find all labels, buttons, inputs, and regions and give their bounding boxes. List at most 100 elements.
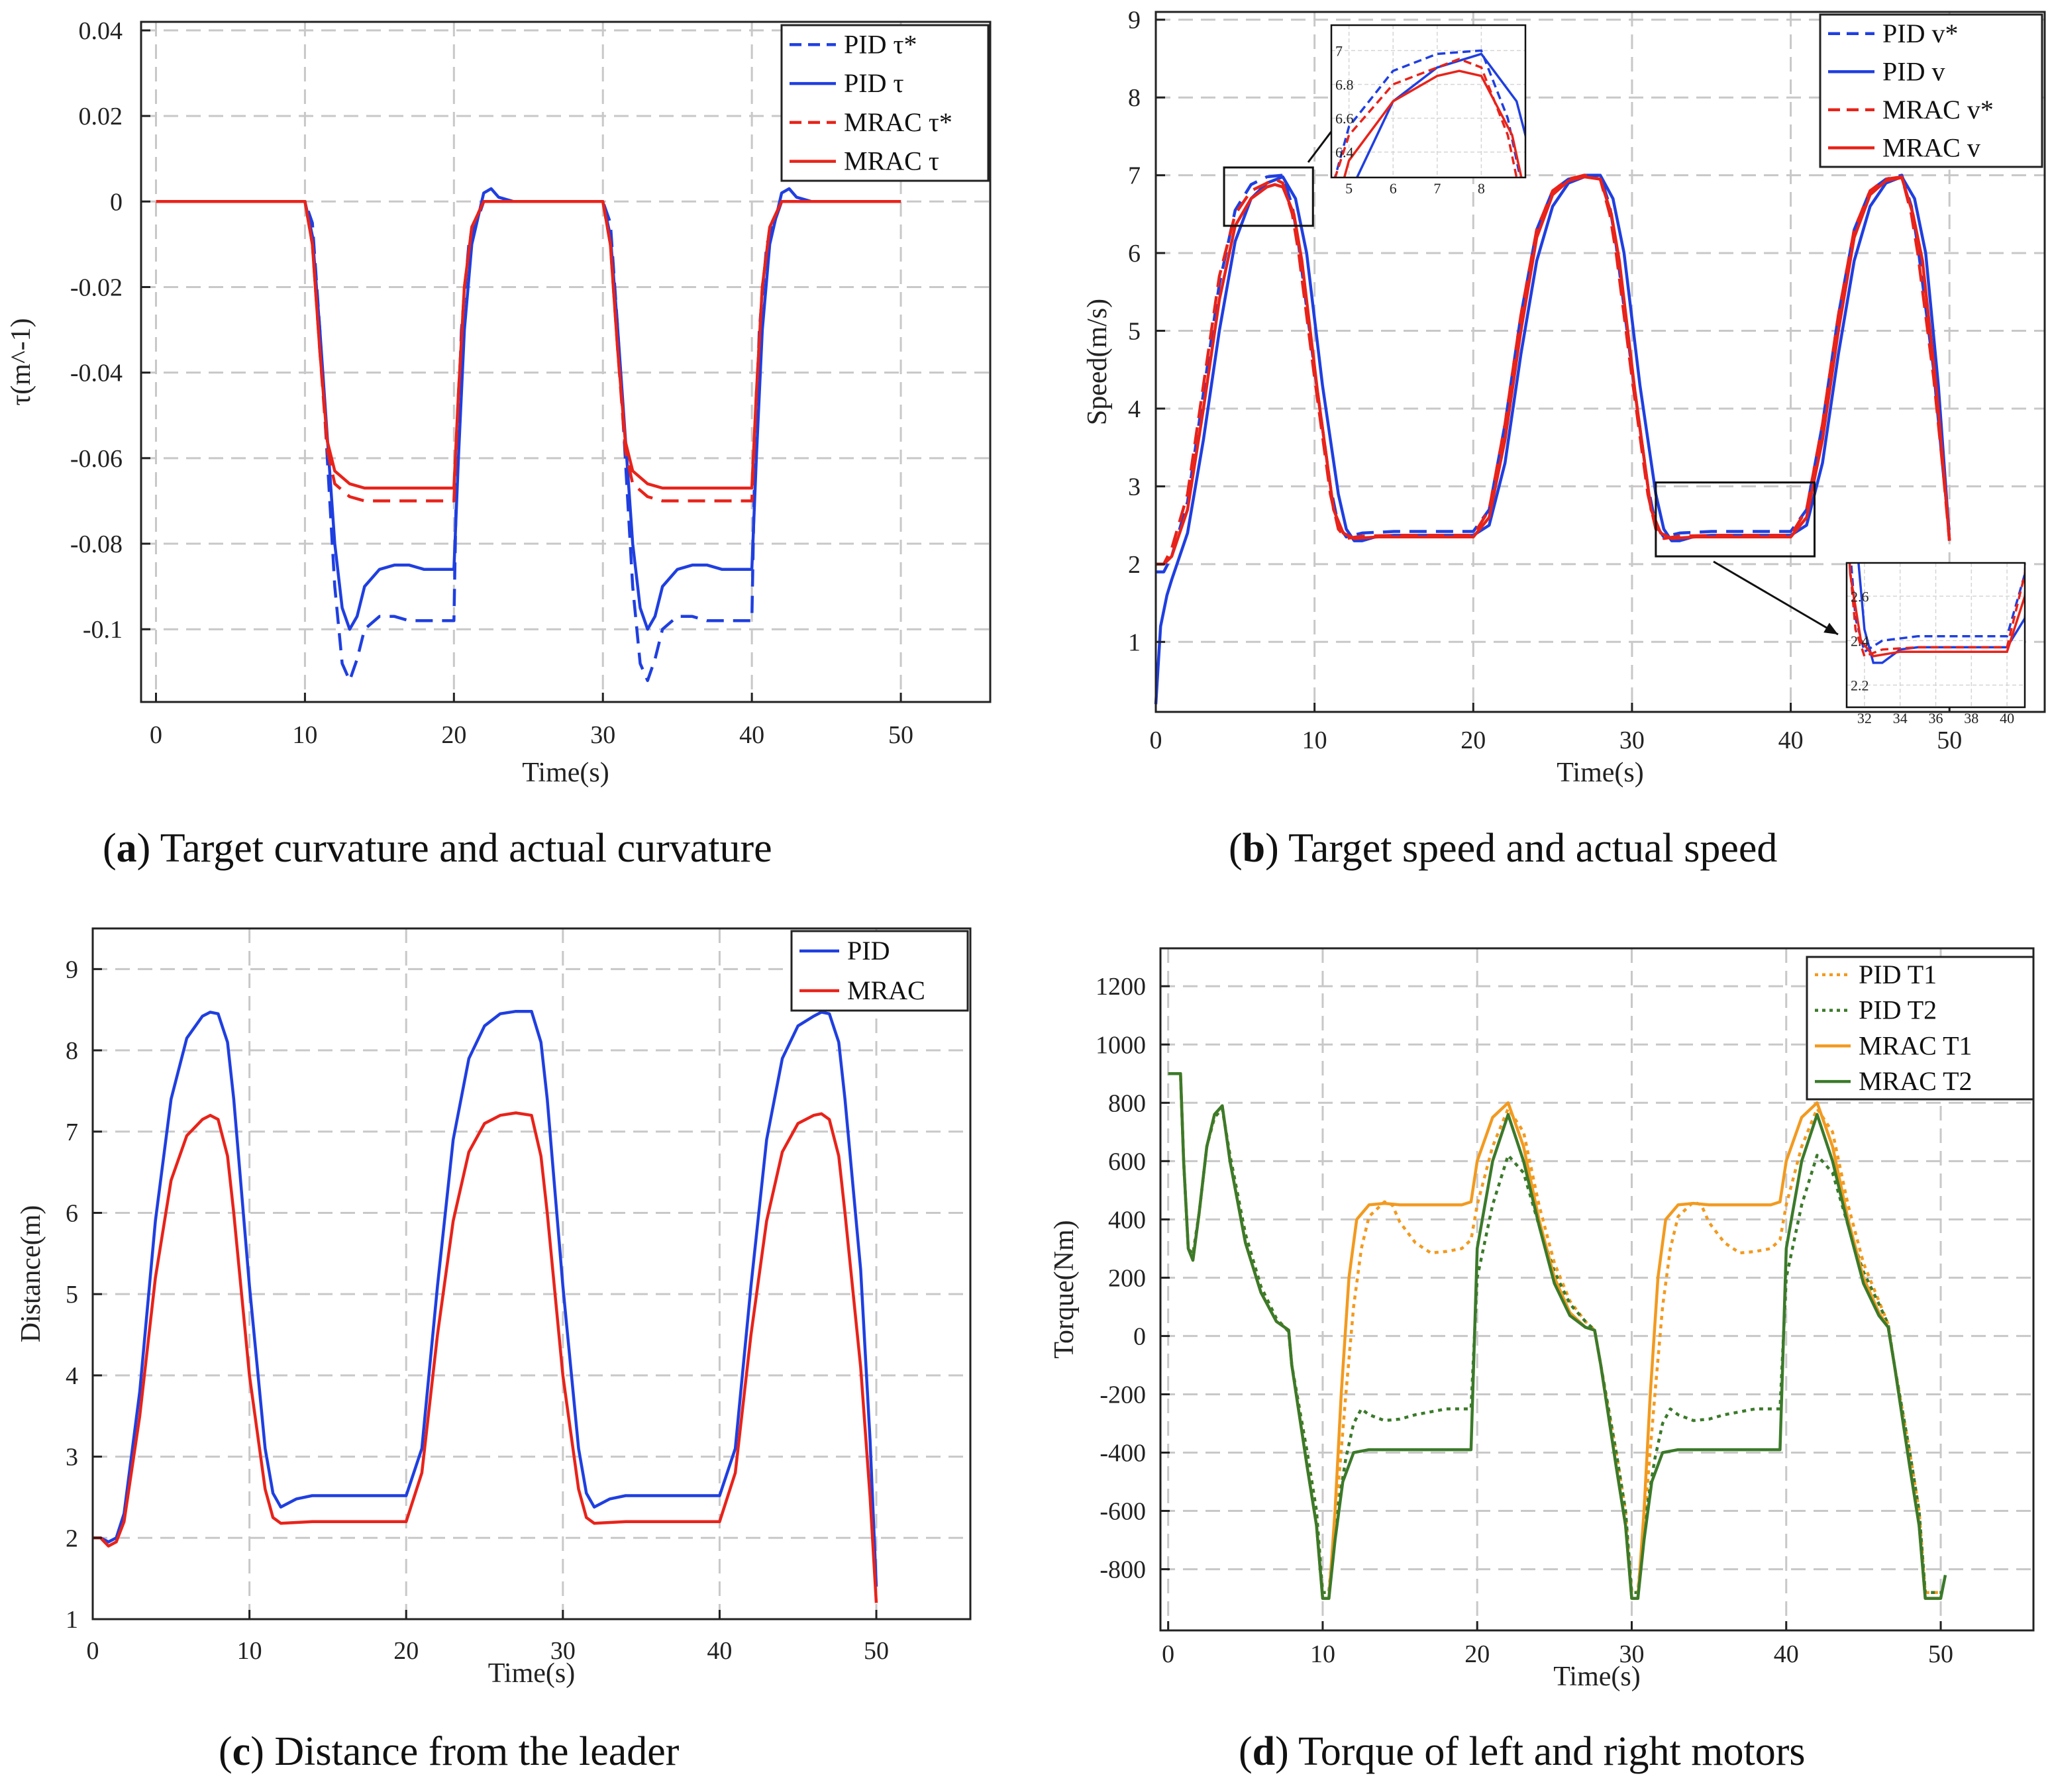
zoom-box xyxy=(1655,481,1816,558)
y-tick-label: 0 xyxy=(110,188,123,216)
series-line-mrac xyxy=(93,1111,878,1603)
y-tick-label: 1200 xyxy=(1096,973,1146,1001)
y-axis-label: τ(m^-1) xyxy=(6,318,36,405)
legend-label: MRAC xyxy=(847,975,925,1005)
zoom-box xyxy=(1223,166,1314,227)
legend-label: MRAC v* xyxy=(1882,95,1994,124)
y-tick-label: 800 xyxy=(1108,1089,1146,1117)
inset-series xyxy=(1333,49,1525,177)
legend: PID MRAC xyxy=(790,930,969,1012)
x-axis-label: Time(s) xyxy=(488,1658,575,1689)
inset-x-tick-label: 32 xyxy=(1857,710,1872,726)
x-axis-label: Time(s) xyxy=(522,758,609,788)
y-tick-label: 5 xyxy=(66,1281,78,1309)
y-tick-label: -0.02 xyxy=(70,274,123,301)
x-tick-label: 30 xyxy=(1619,1640,1644,1668)
axes-frame xyxy=(1154,11,2046,713)
series-line-mrac-v- xyxy=(1156,174,1951,566)
x-tick-label: 50 xyxy=(1928,1640,1953,1668)
y-tick-label: 4 xyxy=(66,1362,78,1390)
inset-area xyxy=(1331,25,1525,177)
inset-x-tick-label: 38 xyxy=(1964,710,1978,726)
y-tick-label: 2 xyxy=(1128,551,1141,579)
x-tick-label: 20 xyxy=(393,1637,419,1665)
inset-frame xyxy=(1330,24,1527,179)
inset-x-tick-label: 8 xyxy=(1478,180,1485,197)
y-tick-label: 3 xyxy=(1128,473,1141,501)
chart-panel-b: 0 10 20 30 40 50123456789Time(s)Speed(m/s)PID… xyxy=(1082,7,2046,788)
y-axis-label: Distance(m) xyxy=(16,1205,46,1343)
inset-series-line xyxy=(1343,70,1523,177)
legend-label: MRAC v xyxy=(1882,132,1980,162)
inset-y-tick-label: 2.2 xyxy=(1851,677,1869,693)
legend-label: PID v xyxy=(1882,56,1945,86)
inset-x-tick-label: 6 xyxy=(1390,180,1397,197)
inset-frame xyxy=(1845,562,2026,709)
inset-y-tick-label: 2.4 xyxy=(1851,632,1869,649)
y-tick-label: 6 xyxy=(66,1199,78,1227)
zoom-arrow xyxy=(1713,560,1839,636)
legend-label: MRAC T1 xyxy=(1859,1030,1973,1060)
y-tick-label: 8 xyxy=(1128,84,1141,112)
inset-y-tick-label: 6.4 xyxy=(1335,144,1354,161)
legend-label: MRAC τ* xyxy=(844,107,952,137)
x-tick-label: 50 xyxy=(864,1637,889,1665)
x-tick-label: 0 xyxy=(1150,726,1162,754)
legend-label: PID T2 xyxy=(1859,995,1937,1025)
x-tick-label: 0 xyxy=(150,721,162,749)
caption-b-text: Target speed and actual speed xyxy=(1288,826,1778,871)
y-tick-label: 600 xyxy=(1108,1148,1146,1175)
inset-plot: 5 6 7 8 6.4 6.6 6.8 7 xyxy=(1330,24,1527,197)
inset-x-tick-label: 36 xyxy=(1929,710,1943,726)
caption-d-text: Torque of left and right motors xyxy=(1298,1729,1806,1774)
inset-y-tick-label: 6.6 xyxy=(1335,111,1354,127)
y-tick-label: -0.06 xyxy=(70,445,123,473)
x-tick-label: 10 xyxy=(292,721,317,749)
legend-label: PID T1 xyxy=(1859,960,1937,989)
axes-frame xyxy=(1159,947,2035,1632)
x-tick-label: 30 xyxy=(550,1637,576,1665)
series-line-mrac- xyxy=(156,200,901,490)
legend-label: PID xyxy=(847,936,890,966)
x-tick-label: 10 xyxy=(1302,726,1327,754)
caption-a-letter: a xyxy=(116,826,137,871)
x-tick-label: 50 xyxy=(1937,726,1962,754)
legend-label: PID τ* xyxy=(844,29,917,59)
series-group xyxy=(156,187,901,682)
legend-box xyxy=(790,930,969,1012)
inset-series-line xyxy=(1333,49,1521,177)
series-group xyxy=(1154,174,1951,705)
caption-a-text: Target curvature and actual curvature xyxy=(160,826,772,871)
y-axis-label: Torque(Nm) xyxy=(1049,1220,1080,1358)
y-tick-label: 1 xyxy=(1128,628,1141,656)
caption-d-letter: d xyxy=(1252,1729,1276,1774)
y-tick-label: 7 xyxy=(66,1119,78,1146)
y-tick-label: 400 xyxy=(1108,1206,1146,1234)
legend-label: PID v* xyxy=(1882,19,1958,48)
legend-label: PID τ xyxy=(844,68,904,98)
caption-d: (d) Torque of left and right motors xyxy=(1239,1729,1806,1774)
series-group xyxy=(93,1009,878,1603)
caption-c: (c) Distance from the leader xyxy=(219,1729,680,1774)
y-tick-label: 9 xyxy=(66,956,78,983)
y-tick-label: 3 xyxy=(66,1444,78,1471)
legend-box xyxy=(1806,956,2035,1101)
legend-label: MRAC T2 xyxy=(1859,1066,1973,1096)
y-tick-label: 1 xyxy=(66,1606,78,1634)
axes-frame xyxy=(91,927,972,1620)
legend-box xyxy=(1819,13,2043,168)
x-tick-label: 20 xyxy=(441,721,466,749)
caption-b-letter: b xyxy=(1242,826,1266,871)
x-tick-label: 30 xyxy=(590,721,615,749)
x-axis-label: Time(s) xyxy=(1553,1662,1640,1692)
x-axis-label: Time(s) xyxy=(1557,758,1643,788)
y-tick-label: 0.02 xyxy=(79,103,123,130)
legend: PID T1 PID T2 MRAC T1 MRAC T2 xyxy=(1806,956,2035,1101)
y-tick-label: -0.1 xyxy=(83,616,123,644)
inset-x-tick-label: 5 xyxy=(1345,180,1353,197)
y-tick-label: -0.04 xyxy=(70,360,123,387)
y-tick-label: 8 xyxy=(66,1037,78,1065)
x-tick-label: 40 xyxy=(1774,1640,1799,1668)
legend: PID τ* PID τ MRAC τ* MRAC τ xyxy=(780,24,990,182)
